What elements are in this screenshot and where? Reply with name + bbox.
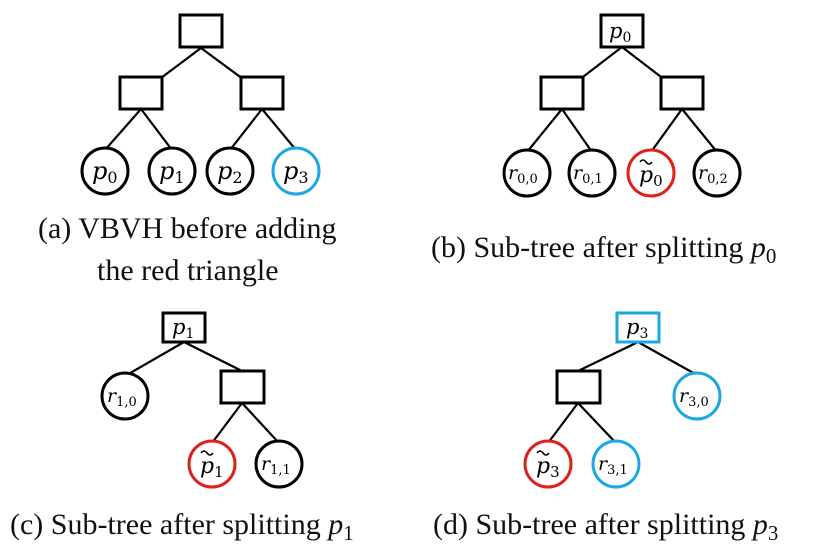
leaf-node <box>80 146 130 196</box>
leaf-label: r1,0 <box>107 385 137 410</box>
tilde-mark <box>200 450 214 456</box>
edge <box>241 402 280 444</box>
edge <box>577 341 639 372</box>
leaf-label: r3,0 <box>679 385 709 410</box>
leaf-node <box>692 148 742 198</box>
tree-inner-node <box>539 75 585 111</box>
tree-inner-node <box>555 369 602 405</box>
panel-c: p1 r1,0 p1 r1,1 (c) Sub-tree after split… <box>10 311 354 545</box>
panel-d: p3 r3,0 p3 r3,1 (d) Sub-tree after split… <box>433 311 778 545</box>
caption-a-line2: the red triangle <box>97 254 279 287</box>
edge <box>211 402 243 444</box>
edge <box>547 402 579 444</box>
leaf-node-blue <box>672 371 722 421</box>
edge <box>104 108 142 151</box>
tree-inner-node <box>118 75 164 111</box>
panel-a: p0 p1 p2 p3 (a) VBVH before adding the r… <box>38 13 337 287</box>
caption-a-line1: (a) VBVH before adding <box>38 212 337 245</box>
leaf-label: p1 <box>200 454 224 481</box>
edge <box>261 108 297 151</box>
tree-root-node <box>599 13 645 49</box>
leaf-node-blue <box>271 146 321 196</box>
edge <box>140 108 173 151</box>
leaf-node <box>502 148 552 198</box>
edge <box>526 108 563 153</box>
caption-d: (d) Sub-tree after splitting p3 <box>433 508 778 545</box>
root-label: p0 <box>609 19 631 46</box>
leaf-label: p2 <box>217 157 243 187</box>
edge <box>650 108 683 153</box>
edge <box>637 341 698 376</box>
tree-root-node <box>178 13 224 49</box>
leaf-label: r1,1 <box>261 453 291 478</box>
root-label: p3 <box>626 315 648 342</box>
leaf-node <box>100 371 150 421</box>
tilde-mark <box>536 450 550 456</box>
tree-inner-node <box>659 75 705 111</box>
tilde-mark <box>639 159 653 165</box>
panel-b: p0 r0,0 r0,1 p0 r0,2 (b) Sub-tree after … <box>431 13 776 268</box>
leaf-label: p3 <box>283 157 309 187</box>
edge <box>183 341 243 372</box>
tree-inner-node <box>239 75 285 111</box>
caption-b: (b) Sub-tree after splitting p0 <box>431 231 776 268</box>
leaf-node <box>254 439 304 489</box>
leaf-node <box>205 146 255 196</box>
tree-inner-node <box>219 369 266 405</box>
leaf-label: p3 <box>536 454 560 481</box>
leaf-label: p0 <box>639 163 663 190</box>
leaf-node-blue <box>591 439 641 489</box>
edge <box>229 108 263 151</box>
leaf-label: r0,0 <box>508 162 538 187</box>
leaf-label: r3,1 <box>598 453 628 478</box>
leaf-label: r0,2 <box>698 162 728 187</box>
root-label: p1 <box>172 315 194 342</box>
leaf-node <box>147 146 197 196</box>
tree-root-node-blue <box>615 311 661 344</box>
edge <box>577 402 617 444</box>
edge <box>681 108 718 153</box>
caption-c: (c) Sub-tree after splitting p1 <box>10 508 354 545</box>
leaf-label: r0,1 <box>573 162 603 187</box>
edge <box>561 108 593 153</box>
edge <box>124 341 185 377</box>
tree-root-node <box>161 311 207 344</box>
leaf-label: p0 <box>92 157 118 187</box>
leaf-label: p1 <box>159 157 185 187</box>
leaf-node <box>567 148 617 198</box>
